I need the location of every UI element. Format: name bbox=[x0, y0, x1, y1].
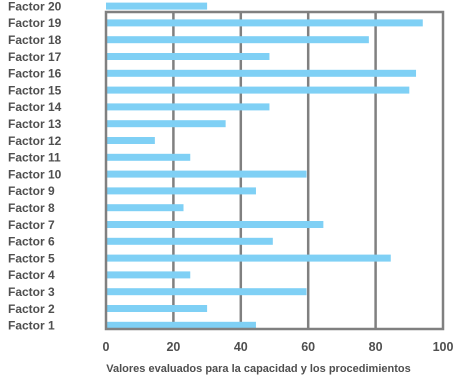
category-label: Factor 14 bbox=[8, 100, 62, 114]
category-label: Factor 6 bbox=[8, 235, 55, 249]
category-label: Factor 1 bbox=[8, 319, 55, 333]
category-label: Factor 17 bbox=[8, 50, 62, 64]
x-tick-label: 100 bbox=[433, 340, 453, 354]
bar-factor-8 bbox=[106, 204, 184, 212]
x-axis-title: Valores evaluados para la capacidad y lo… bbox=[106, 363, 410, 375]
x-tick-label: 60 bbox=[301, 340, 315, 354]
category-label: Factor 16 bbox=[8, 67, 62, 81]
category-label: Factor 5 bbox=[8, 251, 55, 265]
bar-factor-2 bbox=[106, 305, 208, 312]
category-label: Factor 20 bbox=[8, 0, 62, 13]
x-tick-labels: 0 20 40 60 80 100 bbox=[103, 340, 453, 354]
bar-factor-19 bbox=[106, 19, 423, 27]
bars bbox=[106, 2, 423, 329]
bar-factor-17 bbox=[106, 53, 270, 60]
category-label: Factor 13 bbox=[8, 117, 62, 131]
x-tick-label: 20 bbox=[166, 340, 180, 354]
category-label: Factor 9 bbox=[8, 184, 55, 198]
category-label: Factor 7 bbox=[8, 218, 55, 232]
x-tick-label: 40 bbox=[234, 340, 248, 354]
plot-frame bbox=[104, 10, 445, 331]
bar-factor-6 bbox=[106, 237, 273, 245]
bar-factor-7 bbox=[106, 221, 324, 228]
bar-factor-14 bbox=[106, 103, 270, 111]
category-label: Factor 2 bbox=[8, 302, 55, 316]
category-label: Factor 10 bbox=[8, 167, 62, 181]
category-label: Factor 19 bbox=[8, 16, 62, 30]
bar-factor-20 bbox=[106, 2, 208, 10]
category-label: Factor 12 bbox=[8, 134, 62, 148]
bar-factor-15 bbox=[106, 86, 410, 94]
category-labels: Factor 1 Factor 2 Factor 3 Factor 4 Factor 5… bbox=[8, 0, 62, 333]
bar-factor-13 bbox=[106, 120, 226, 128]
bar-factor-16 bbox=[106, 69, 417, 77]
x-tick-label: 80 bbox=[369, 340, 383, 354]
category-label: Factor 8 bbox=[8, 201, 55, 215]
bar-factor-9 bbox=[106, 187, 256, 195]
category-label: Factor 3 bbox=[8, 285, 55, 299]
x-tick-label: 0 bbox=[103, 340, 110, 354]
category-label: Factor 15 bbox=[8, 83, 62, 97]
bar-factor-5 bbox=[106, 254, 391, 262]
bar-factor-10 bbox=[106, 170, 307, 178]
bar-factor-18 bbox=[106, 36, 369, 44]
category-label: Factor 11 bbox=[8, 151, 61, 165]
category-label: Factor 4 bbox=[8, 268, 55, 282]
bar-factor-12 bbox=[106, 137, 155, 144]
category-label: Factor 18 bbox=[8, 33, 62, 47]
bar-factor-11 bbox=[106, 153, 191, 161]
bar-factor-3 bbox=[106, 288, 307, 296]
bar-factor-1 bbox=[106, 321, 256, 329]
bar-factor-4 bbox=[106, 271, 191, 279]
